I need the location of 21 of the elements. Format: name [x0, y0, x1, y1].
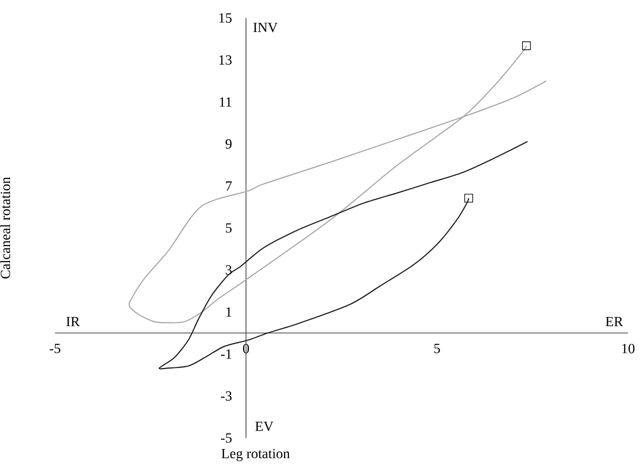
y-tick-label: 9: [226, 139, 232, 149]
y-tick-label: 7: [226, 181, 232, 191]
y-tick-label: -1: [220, 349, 232, 359]
annotation: EV: [255, 422, 274, 432]
x-axis-title: Leg rotation: [222, 448, 290, 462]
y-axis-title: Calcaneal rotation: [0, 177, 10, 279]
y-tick-label: 5: [226, 223, 232, 233]
y-tick-label: 11: [220, 97, 232, 107]
annotation: IR: [66, 316, 80, 326]
x-tick-label: 5: [434, 344, 440, 354]
line-series: [158, 140, 528, 369]
y-tick-label: 1: [226, 307, 232, 317]
y-tick-label: 13: [219, 55, 232, 65]
annotation: ER: [606, 316, 624, 326]
y-tick-label: -3: [220, 391, 232, 401]
annotation: INV: [253, 22, 278, 32]
line-series: [128, 45, 547, 324]
x-tick-label: -5: [50, 344, 60, 354]
y-tick-label: -5: [220, 433, 232, 443]
x-tick-label: 10: [622, 344, 634, 354]
y-tick-label: 15: [219, 13, 232, 23]
